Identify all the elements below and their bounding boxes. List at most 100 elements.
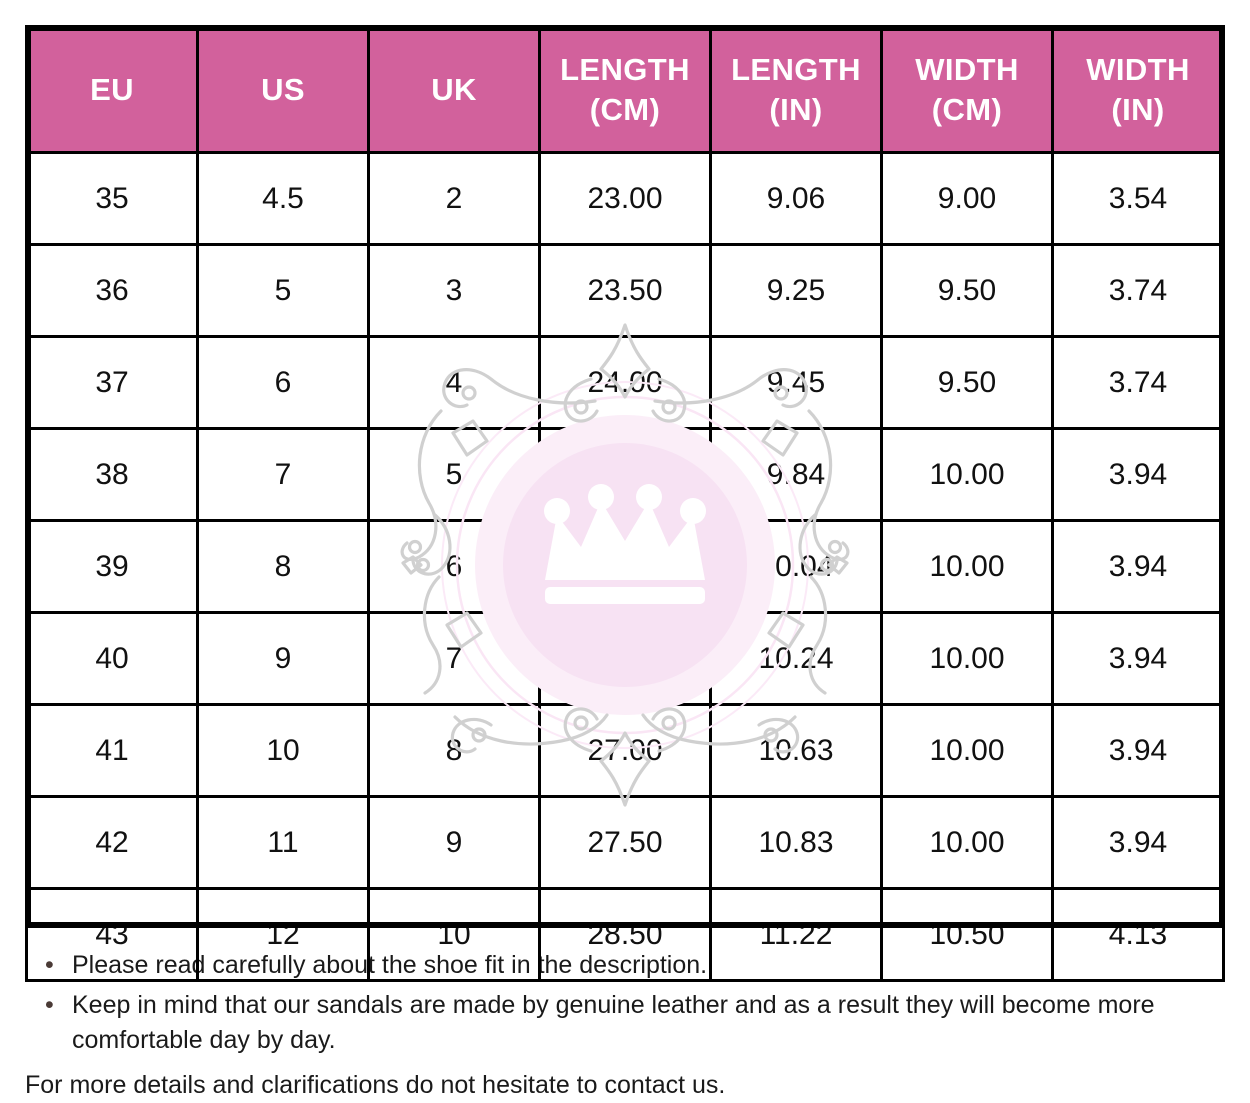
cell-uk: 6 [369,521,540,613]
cell-eu-value: 35 [95,182,128,215]
cell-uk: 3 [369,245,540,337]
cell-eu-value: 36 [95,274,128,307]
cell-width-cm-value: 9.50 [938,366,996,399]
cell-uk: 10 [369,889,540,981]
cell-length-cm-value: 26.00 [587,642,662,675]
cell-uk-value: 9 [446,826,463,859]
cell-us-value: 5 [275,274,292,307]
cell-length-cm-value: 24.00 [587,366,662,399]
cell-us: 4.5 [198,153,369,245]
cell-width-cm: 10.00 [882,797,1053,889]
cell-length-in-value: 9.45 [767,366,825,399]
cell-width-in-value: 3.94 [1109,826,1167,859]
cell-eu-value: 43 [95,918,128,951]
column-header-uk: UK [369,27,540,153]
cell-length-in: 9.84 [711,429,882,521]
cell-us: 9 [198,613,369,705]
cell-eu: 37 [27,337,198,429]
cell-eu: 43 [27,889,198,981]
cell-width-in-value: 3.94 [1109,458,1167,491]
cell-width-in-value: 3.54 [1109,182,1167,215]
cell-eu-value: 41 [95,734,128,767]
cell-eu: 41 [27,705,198,797]
cell-uk-value: 4 [446,366,463,399]
cell-length-cm-value: 27.00 [587,734,662,767]
cell-width-in: 3.94 [1053,613,1224,705]
cell-uk-value: 6 [446,550,463,583]
cell-width-in-value: 3.94 [1109,642,1167,675]
cell-width-in-value: 3.74 [1109,366,1167,399]
cell-us-value: 4.5 [262,182,304,215]
cell-width-in-value: 3.94 [1109,550,1167,583]
cell-length-in: 9.06 [711,153,882,245]
cell-width-in-value: 3.74 [1109,274,1167,307]
cell-length-in-value: 11.22 [760,918,833,951]
cell-width-cm-value: 10.00 [929,826,1004,859]
cell-eu: 40 [27,613,198,705]
cell-length-in: 10.24 [711,613,882,705]
shoe-size-table: EU US UK LENGTH (CM) LENGTH (IN) WIDTH [25,25,1225,982]
cell-width-in-value: 4.13 [1109,918,1167,951]
cell-length-in-value: 10.24 [758,642,833,675]
column-header-eu: EU [27,27,198,153]
cell-us-value: 6 [275,366,292,399]
cell-length-cm-value: 25.50 [587,550,662,583]
cell-length-in: 9.45 [711,337,882,429]
cell-length-in: 10.83 [711,797,882,889]
cell-width-in: 3.94 [1053,521,1224,613]
cell-width-in: 3.74 [1053,337,1224,429]
column-header-length-in: LENGTH (IN) [711,27,882,153]
cell-length-in-value: 10.04 [758,550,833,583]
note-text: Keep in mind that our sandals are made b… [72,988,1225,1059]
cell-us: 6 [198,337,369,429]
cell-width-cm: 9.50 [882,337,1053,429]
cell-width-cm: 10.00 [882,705,1053,797]
cell-uk: 4 [369,337,540,429]
header-label-line2: (CM) [885,90,1049,130]
cell-uk: 5 [369,429,540,521]
cell-us-value: 10 [266,734,299,767]
cell-width-in: 3.94 [1053,705,1224,797]
table-header: EU US UK LENGTH (CM) LENGTH (IN) WIDTH [27,27,1224,153]
cell-eu: 35 [27,153,198,245]
cell-eu: 42 [27,797,198,889]
cell-width-cm-value: 10.00 [929,458,1004,491]
cell-uk: 7 [369,613,540,705]
cell-uk-value: 8 [446,734,463,767]
cell-width-cm-value: 10.00 [929,642,1004,675]
cell-length-cm: 25.50 [540,521,711,613]
cell-width-cm: 10.00 [882,429,1053,521]
header-label-line1: WIDTH [1086,52,1190,87]
cell-length-in: 11.22 [711,889,882,981]
cell-width-cm: 10.50 [882,889,1053,981]
column-header-width-in: WIDTH (IN) [1053,27,1224,153]
cell-uk: 8 [369,705,540,797]
cell-us: 10 [198,705,369,797]
cell-length-in-value: 9.25 [767,274,825,307]
cell-us-value: 12 [266,918,299,951]
cell-us: 5 [198,245,369,337]
cell-length-cm: 27.50 [540,797,711,889]
cell-length-cm: 27.00 [540,705,711,797]
note-closing-text: For more details and clarifications do n… [25,1068,1225,1103]
cell-width-cm-value: 10.50 [929,918,1004,951]
header-label-line1: LENGTH [731,52,861,87]
cell-uk-value: 10 [437,918,470,951]
cell-uk-value: 2 [446,182,463,215]
header-row: EU US UK LENGTH (CM) LENGTH (IN) WIDTH [27,27,1224,153]
cell-eu-value: 40 [95,642,128,675]
column-header-length-cm: LENGTH (CM) [540,27,711,153]
list-item: • Keep in mind that our sandals are made… [25,988,1225,1059]
cell-us-value: 8 [275,550,292,583]
cell-length-cm: 26.00 [540,613,711,705]
cell-width-cm-value: 9.00 [938,182,996,215]
cell-us: 12 [198,889,369,981]
cell-length-in: 10.63 [711,705,882,797]
cell-length-cm: 25.00 [540,429,711,521]
cell-width-cm-value: 10.00 [929,734,1004,767]
